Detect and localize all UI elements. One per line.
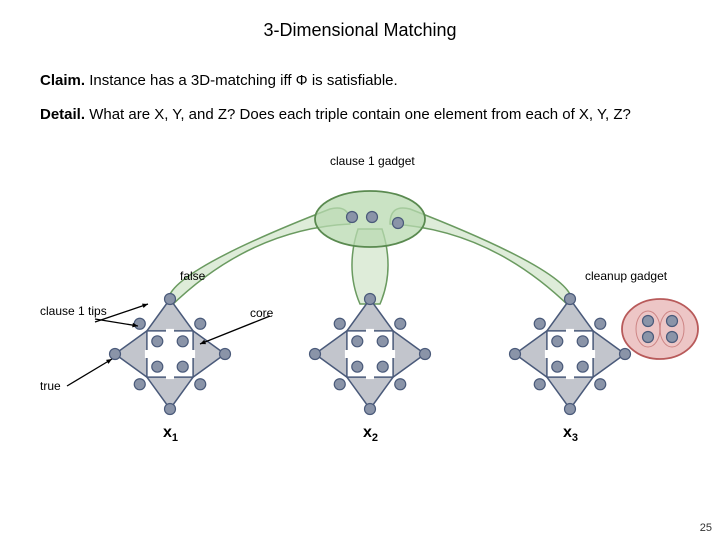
clause-tips-label: clause 1 tips xyxy=(40,304,107,318)
cleanup-gadget-label: cleanup gadget xyxy=(585,269,667,283)
diagram: clause 1 gadget false cleanup gadget cla… xyxy=(40,154,680,454)
claim-line: Claim. Instance has a 3D-matching iff Φ … xyxy=(40,71,680,91)
x2-label: x2 xyxy=(363,424,378,444)
false-label: false xyxy=(180,269,205,283)
true-label: true xyxy=(40,379,61,393)
detail-text: What are X, Y, and Z? Does each triple c… xyxy=(89,106,631,123)
page-number: 25 xyxy=(700,522,712,534)
detail-line: Detail. What are X, Y, and Z? Does each … xyxy=(40,105,680,125)
x3-label: x3 xyxy=(563,424,578,444)
x1-label: x1 xyxy=(163,424,178,444)
core-label: core xyxy=(250,306,273,320)
claim-text: Instance has a 3D-matching iff Φ is sati… xyxy=(89,72,398,89)
detail-label: Detail. xyxy=(40,106,85,123)
clause-gadget-label: clause 1 gadget xyxy=(330,154,415,168)
page-title: 3-Dimensional Matching xyxy=(40,20,680,41)
claim-label: Claim. xyxy=(40,72,85,89)
diagram-svg xyxy=(40,154,720,474)
